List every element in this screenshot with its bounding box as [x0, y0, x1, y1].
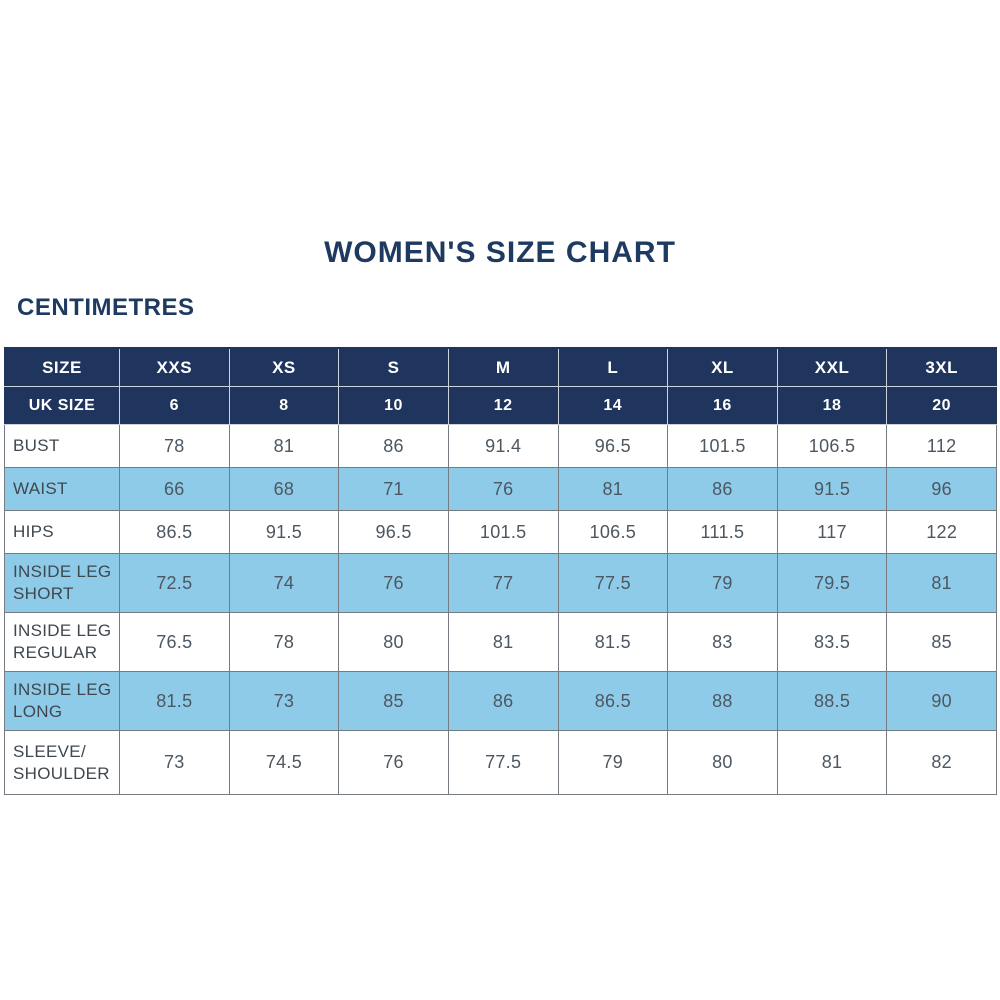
measurement-cell: 86.5 [557, 671, 669, 731]
measurement-cell: 76 [338, 730, 449, 795]
table-row: HIPS 86.5 91.5 96.5 101.5 106.5 111.5 117 122 [4, 510, 997, 554]
measurement-cell: 106.5 [557, 510, 669, 554]
measurement-cell: 91.4 [447, 424, 559, 468]
uk-size-value: 10 [338, 386, 449, 425]
measurement-cell: 112 [886, 424, 997, 468]
measurement-cell: 80 [667, 730, 778, 795]
page-title: WOMEN'S SIZE CHART [324, 236, 676, 269]
table-row: INSIDE LEG LONG 81.5 73 85 86 86.5 88 88.5 90 [4, 671, 997, 731]
uk-size-row: UK SIZE 6 8 10 12 14 16 18 20 [4, 386, 997, 425]
column-header-3xl: 3XL [886, 347, 997, 387]
measurement-cell: 66 [119, 467, 230, 511]
measurement-cell: 81 [557, 467, 669, 511]
measurement-cell: 83 [667, 612, 778, 672]
uk-size-label: UK SIZE [4, 386, 120, 425]
measurement-cell: 86 [667, 467, 778, 511]
measurement-cell: 71 [338, 467, 449, 511]
measurement-cell: 81.5 [119, 671, 230, 731]
measurement-cell: 72.5 [119, 553, 230, 613]
row-label: HIPS [4, 510, 120, 554]
measurement-cell: 96.5 [338, 510, 449, 554]
measurement-cell: 91.5 [228, 510, 340, 554]
measurement-cell: 73 [119, 730, 230, 795]
size-header-label: SIZE [4, 347, 120, 387]
measurement-cell: 85 [886, 612, 997, 672]
measurement-cell: 76 [338, 553, 449, 613]
measurement-cell: 86.5 [119, 510, 230, 554]
measurement-cell: 81 [447, 612, 559, 672]
measurement-cell: 101.5 [667, 424, 778, 468]
row-label: INSIDE LEG LONG [4, 671, 120, 731]
measurement-cell: 122 [886, 510, 997, 554]
measurement-cell: 91.5 [776, 467, 888, 511]
measurement-cell: 76 [447, 467, 559, 511]
measurement-cell: 77.5 [557, 553, 669, 613]
measurement-cell: 81 [228, 424, 340, 468]
measurement-cell: 111.5 [667, 510, 778, 554]
measurement-cell: 79 [557, 730, 669, 795]
measurement-cell: 79 [667, 553, 778, 613]
unit-label: CENTIMETRES [17, 294, 195, 321]
measurement-cell: 83.5 [776, 612, 888, 672]
table-row: INSIDE LEG REGULAR 76.5 78 80 81 81.5 83 83.5 85 [4, 612, 997, 672]
measurement-cell: 96.5 [557, 424, 669, 468]
measurement-cell: 88.5 [776, 671, 888, 731]
column-header-s: S [338, 347, 449, 387]
row-label: WAIST [4, 467, 120, 511]
table-row: BUST 78 81 86 91.4 96.5 101.5 106.5 112 [4, 424, 997, 468]
table-row: INSIDE LEG SHORT 72.5 74 76 77 77.5 79 79.5 81 [4, 553, 997, 613]
measurement-cell: 86 [447, 671, 559, 731]
measurement-cell: 81.5 [557, 612, 669, 672]
measurement-cell: 77 [447, 553, 559, 613]
row-label: INSIDE LEG REGULAR [4, 612, 120, 672]
table-row: SLEEVE/ SHOULDER 73 74.5 76 77.5 79 80 81 82 [4, 730, 997, 795]
column-header-l: L [557, 347, 669, 387]
column-header-xl: XL [667, 347, 778, 387]
measurement-cell: 76.5 [119, 612, 230, 672]
measurement-cell: 74.5 [228, 730, 340, 795]
row-label: BUST [4, 424, 120, 468]
row-label: INSIDE LEG SHORT [4, 553, 120, 613]
table-row: WAIST 66 68 71 76 81 86 91.5 96 [4, 467, 997, 511]
measurement-cell: 68 [228, 467, 340, 511]
measurement-cell: 80 [338, 612, 449, 672]
column-header-m: M [447, 347, 559, 387]
measurement-cell: 74 [228, 553, 340, 613]
row-label: SLEEVE/ SHOULDER [4, 730, 120, 795]
table-body: BUST 78 81 86 91.4 96.5 101.5 106.5 112 WAIST 66 68… [4, 424, 997, 795]
measurement-cell: 85 [338, 671, 449, 731]
uk-size-value: 18 [776, 386, 888, 425]
uk-size-value: 20 [886, 386, 997, 425]
measurement-cell: 117 [776, 510, 888, 554]
column-header-xxl: XXL [776, 347, 888, 387]
uk-size-value: 8 [228, 386, 340, 425]
uk-size-value: 12 [447, 386, 559, 425]
measurement-cell: 81 [886, 553, 997, 613]
measurement-cell: 81 [776, 730, 888, 795]
measurement-cell: 82 [886, 730, 997, 795]
size-header-row: SIZE XXS XS S M L XL XXL 3XL [4, 347, 997, 387]
measurement-cell: 88 [667, 671, 778, 731]
measurement-cell: 106.5 [776, 424, 888, 468]
column-header-xs: XS [228, 347, 340, 387]
size-chart-table: SIZE XXS XS S M L XL XXL 3XL UK SIZE 6 8 10 12 14 16 18 2… [4, 347, 997, 795]
measurement-cell: 101.5 [447, 510, 559, 554]
measurement-cell: 73 [228, 671, 340, 731]
measurement-cell: 79.5 [776, 553, 888, 613]
uk-size-value: 14 [557, 386, 669, 425]
measurement-cell: 86 [338, 424, 449, 468]
uk-size-value: 16 [667, 386, 778, 425]
measurement-cell: 78 [228, 612, 340, 672]
column-header-xxs: XXS [119, 347, 230, 387]
uk-size-value: 6 [119, 386, 230, 425]
measurement-cell: 96 [886, 467, 997, 511]
measurement-cell: 77.5 [447, 730, 559, 795]
measurement-cell: 78 [119, 424, 230, 468]
measurement-cell: 90 [886, 671, 997, 731]
table-header: SIZE XXS XS S M L XL XXL 3XL UK SIZE 6 8 10 12 14 16 18 2… [4, 347, 997, 425]
